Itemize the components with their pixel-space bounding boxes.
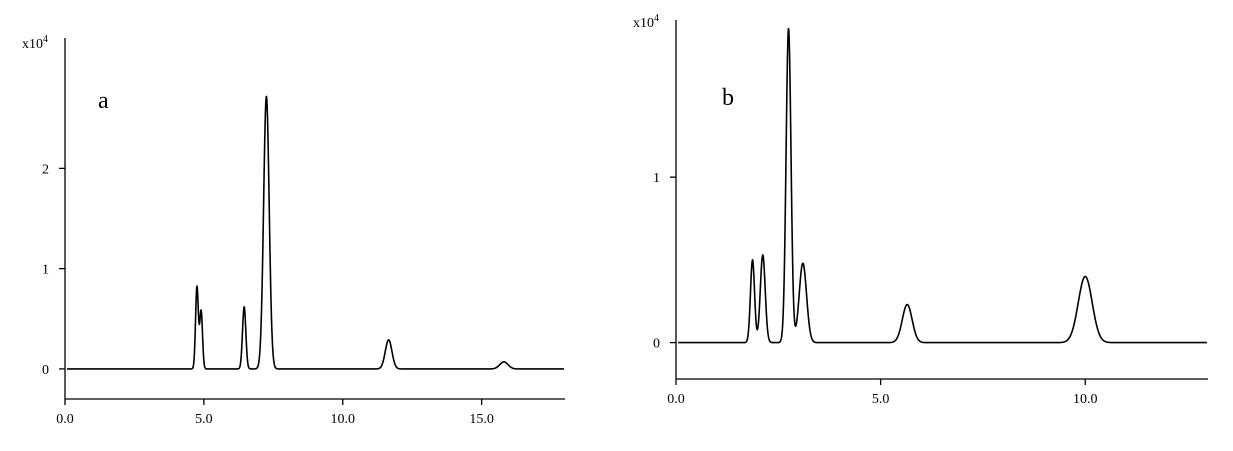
panel-a-x-tick-label: 5.0 xyxy=(195,412,213,427)
panel-b-x-tick-label: 5.0 xyxy=(872,392,890,407)
panel-a-y-multiplier: x104 xyxy=(22,34,48,52)
panel-b-label: b xyxy=(722,85,734,111)
panel-b-trace xyxy=(677,27,1208,344)
panel-b-y-tick-label: 0 xyxy=(653,337,660,352)
panel-a-trace xyxy=(66,95,565,370)
panel-a-chart: x104 a 0.0 5.0 10.0 15.0 0 1 2 xyxy=(22,34,565,427)
panel-b-y-ticks: 01 xyxy=(653,171,676,352)
panel-a-x-tick-label: 15.0 xyxy=(469,412,494,427)
panel-b-y-tick-label: 1 xyxy=(653,171,660,186)
panel-b-chart: x104 b 0.0 5.0 10.0 01 xyxy=(633,13,1208,407)
panel-b-x-tick-label: 10.0 xyxy=(1073,392,1098,407)
panel-a-x-tick-label: 10.0 xyxy=(331,412,356,427)
panel-a-x-tick-label: 0.0 xyxy=(56,412,74,427)
panel-a-label: a xyxy=(98,88,109,114)
panel-a-y-tick-label: 1 xyxy=(42,263,49,278)
panel-a-y-tick-label: 0 xyxy=(42,363,49,378)
panel-a-y-ticks: 0 1 2 xyxy=(42,162,65,378)
panel-b-x-tick-label: 0.0 xyxy=(667,392,685,407)
panel-a-x-ticks: 0.0 5.0 10.0 15.0 xyxy=(56,399,494,427)
panel-b-x-ticks: 0.0 5.0 10.0 xyxy=(667,379,1097,407)
panel-a-y-tick-label: 2 xyxy=(42,162,49,177)
panel-b-y-multiplier: x104 xyxy=(633,13,659,31)
